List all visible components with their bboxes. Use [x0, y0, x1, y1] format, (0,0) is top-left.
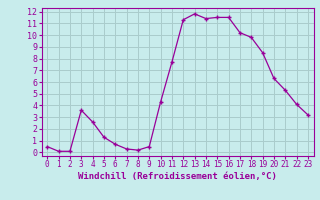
X-axis label: Windchill (Refroidissement éolien,°C): Windchill (Refroidissement éolien,°C) [78, 172, 277, 181]
